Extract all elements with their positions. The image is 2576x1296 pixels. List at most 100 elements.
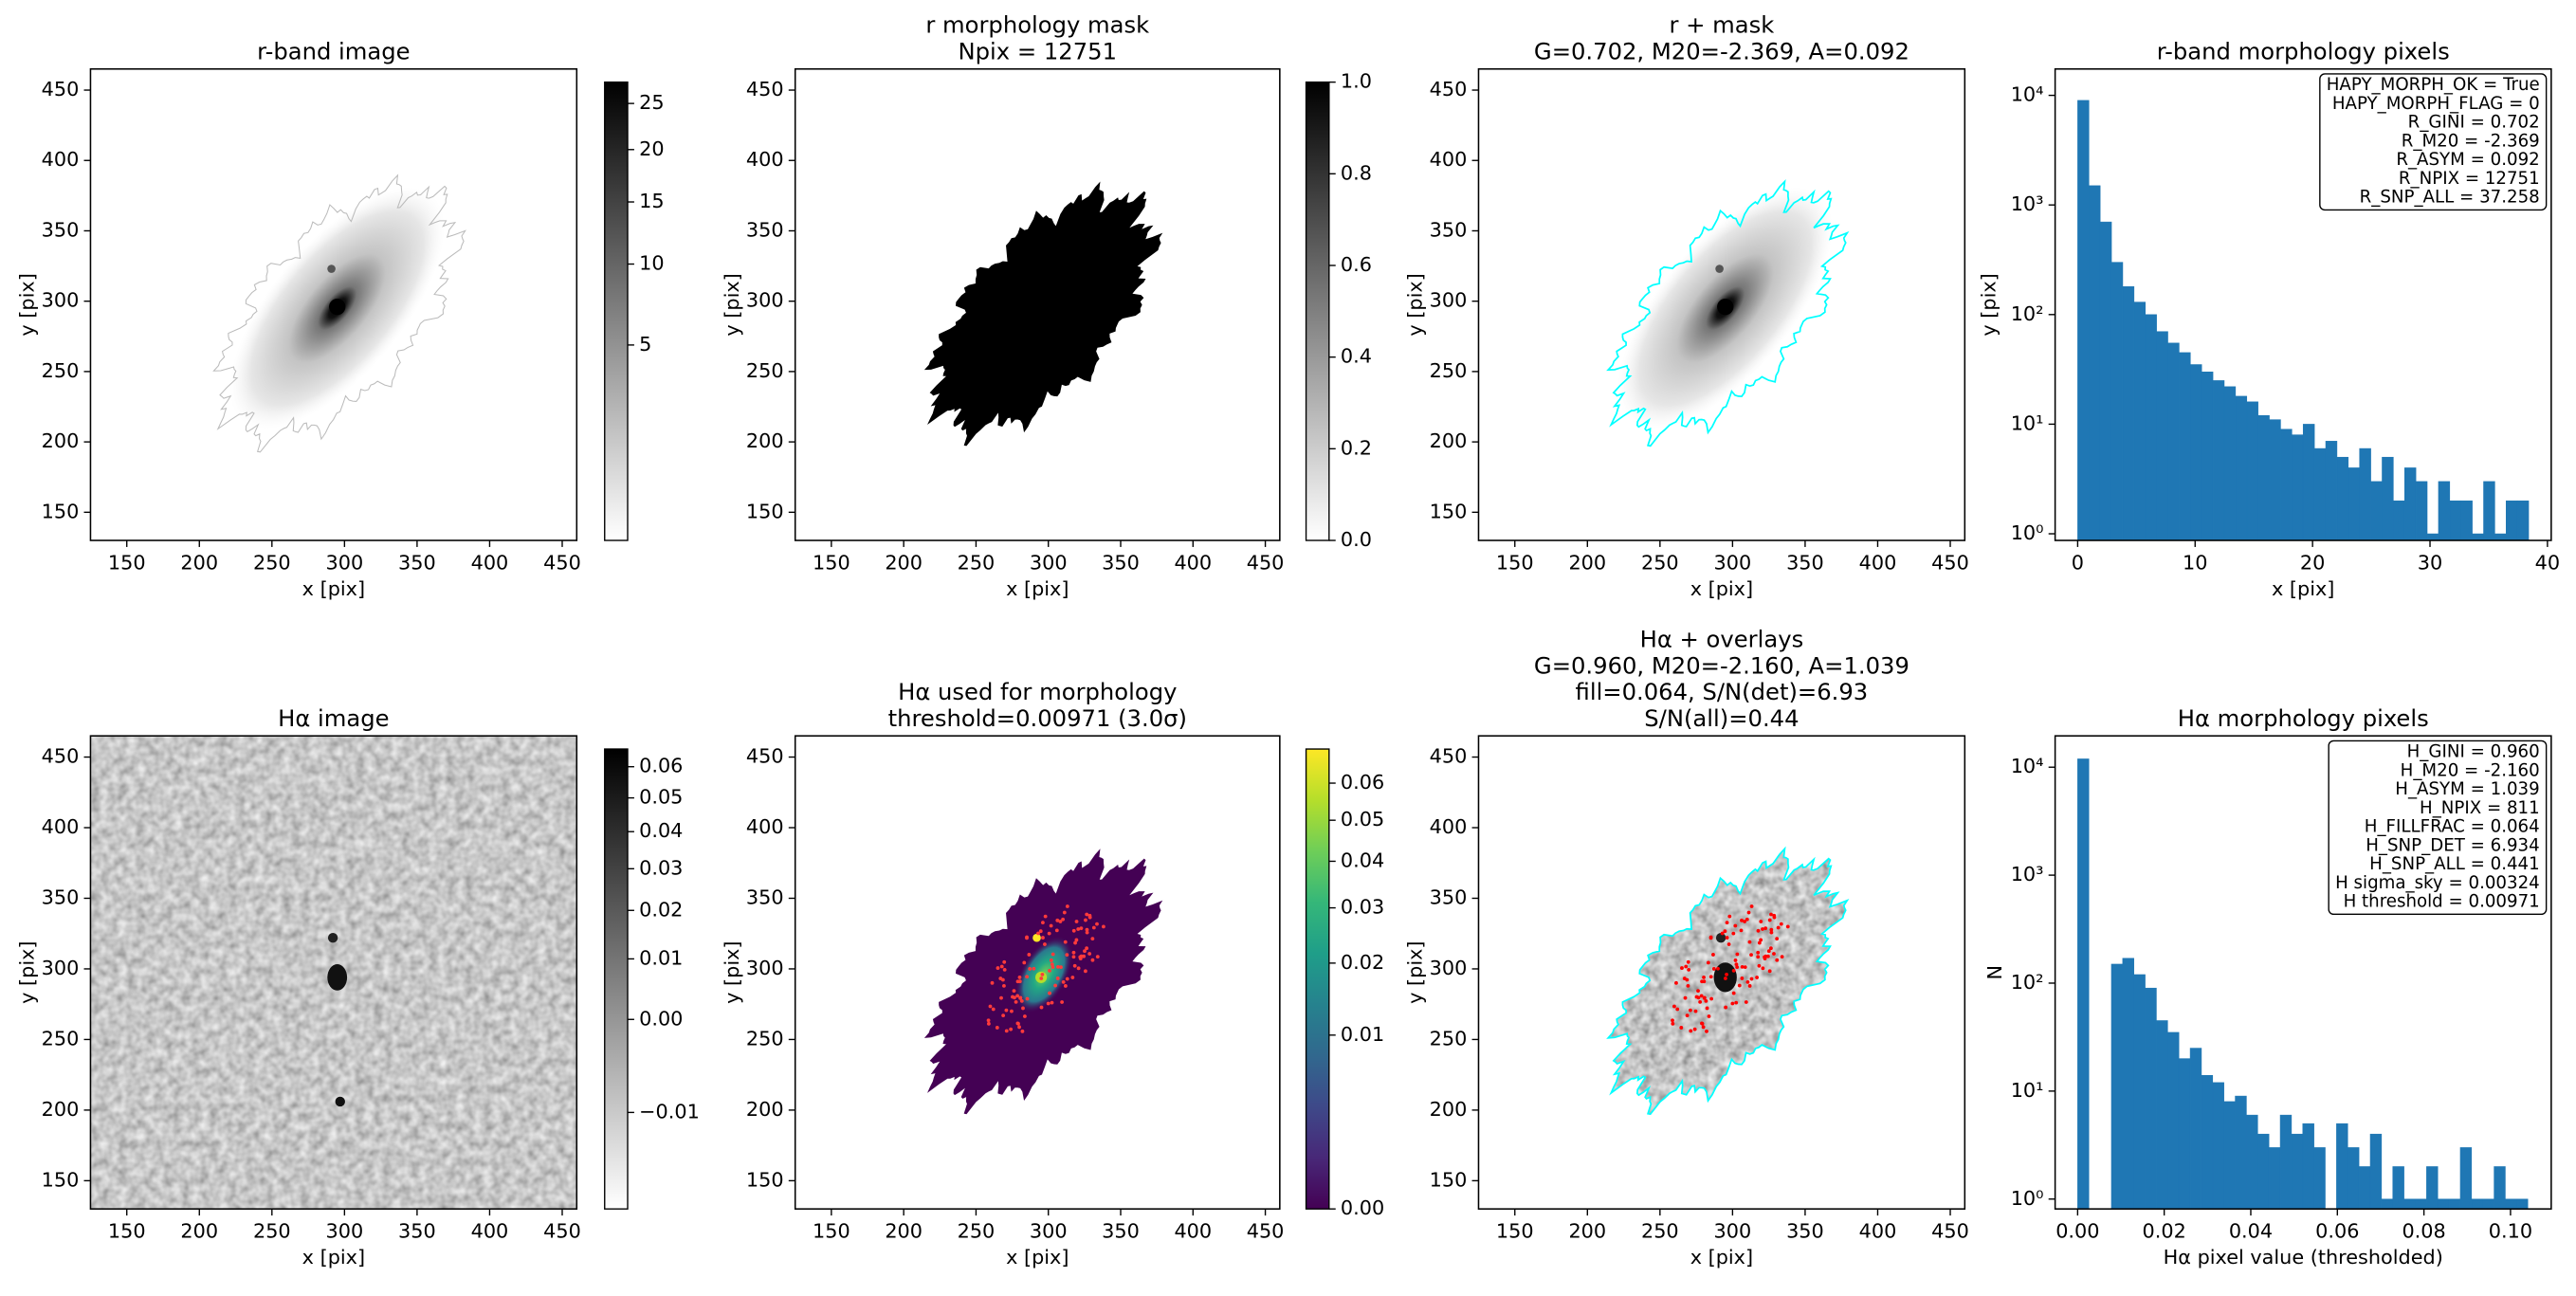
annotation-line: H threshold = 0.00971 xyxy=(2344,892,2540,912)
y-tick-label: 250 xyxy=(1430,1027,1468,1050)
detected-pixel xyxy=(1675,1007,1680,1012)
histogram-bar xyxy=(2269,419,2281,541)
y-tick-label: 150 xyxy=(1430,1168,1468,1191)
histogram-bar xyxy=(2223,386,2237,541)
detected-pixel xyxy=(1759,920,1763,923)
histogram-bar xyxy=(2494,1166,2506,1210)
detected-pixel xyxy=(1766,949,1771,954)
detected-pixel xyxy=(1731,991,1736,995)
histogram-bar xyxy=(2201,371,2214,541)
detected-pixel xyxy=(1723,977,1727,980)
detected-pixel xyxy=(1023,1014,1027,1018)
detected-pixel xyxy=(1727,914,1732,919)
histogram-bar xyxy=(2122,286,2135,541)
colorbar-tick-label: 0.02 xyxy=(1341,951,1384,974)
detected-pixel xyxy=(1063,984,1068,988)
histogram-bar xyxy=(2426,533,2439,541)
panel-title: r + mask xyxy=(1669,11,1774,39)
histogram-bar xyxy=(2268,1147,2281,1210)
x-tick-label: 450 xyxy=(1931,1219,1969,1242)
x-tick-label: 10 xyxy=(2183,551,2207,574)
detected-pixel xyxy=(1706,960,1710,965)
detected-pixel xyxy=(1049,958,1053,962)
halpha-spot xyxy=(1715,932,1726,943)
detected-pixel xyxy=(1019,998,1024,1003)
detected-pixel xyxy=(1079,926,1084,931)
detected-pixel xyxy=(1698,999,1703,1004)
histogram-bar xyxy=(2403,467,2417,541)
detected-pixel xyxy=(1702,979,1707,984)
histogram-bar xyxy=(2359,447,2371,541)
colorbar-tick-label: 0.8 xyxy=(1341,161,1372,184)
colorbar xyxy=(1305,748,1330,1210)
detected-pixel xyxy=(1065,977,1069,981)
x-tick-label: 250 xyxy=(1641,1219,1679,1242)
panel-title: Hα morphology pixels xyxy=(2178,704,2429,732)
y-tick-label: 350 xyxy=(42,218,80,241)
histogram-bar xyxy=(2415,481,2428,541)
histogram-bar xyxy=(2133,974,2146,1210)
detected-pixel xyxy=(1737,983,1742,988)
detected-pixel xyxy=(1090,937,1095,941)
histogram-bar xyxy=(2348,467,2360,541)
annotation-line: H_SNP_DET = 6.934 xyxy=(2366,835,2539,855)
y-tick-label: 150 xyxy=(42,1168,80,1191)
y-axis-label: N xyxy=(1983,965,2006,980)
colorbar-tick-label: 0.05 xyxy=(639,786,683,809)
detected-pixel xyxy=(1757,940,1762,945)
image xyxy=(1606,846,1850,1116)
detected-pixel xyxy=(1701,1025,1706,1030)
x-tick-label: 400 xyxy=(1859,551,1897,574)
detected-pixel xyxy=(1726,942,1731,946)
panel-title: threshold=0.00971 (3.0σ) xyxy=(888,704,1187,732)
detected-pixel xyxy=(1014,999,1018,1004)
y-tick-label: 350 xyxy=(1430,218,1468,241)
detected-pixel xyxy=(1002,983,1006,988)
detected-pixel xyxy=(1702,976,1706,979)
detected-pixel xyxy=(1725,936,1729,940)
y-tick-label: 300 xyxy=(746,289,784,312)
detected-pixel xyxy=(1021,1006,1025,1011)
x-tick-label: 250 xyxy=(958,551,996,574)
detected-pixel xyxy=(999,995,1003,1000)
y-tick-label: 10⁴ xyxy=(2011,755,2044,777)
x-tick-label: 350 xyxy=(1102,551,1140,574)
histogram-bar xyxy=(2370,481,2383,541)
detected-pixel xyxy=(1085,946,1089,951)
colorbar-tick-label: 0.2 xyxy=(1341,436,1372,459)
image xyxy=(923,849,1163,1115)
contour xyxy=(1606,846,1850,1116)
colorbar xyxy=(1305,81,1330,541)
x-tick-label: 300 xyxy=(1714,551,1752,574)
histogram-bar xyxy=(2179,352,2191,541)
detected-pixel xyxy=(1043,914,1048,919)
y-tick-label: 400 xyxy=(42,815,80,838)
histogram-bar xyxy=(2122,958,2134,1210)
detected-pixel xyxy=(1693,1009,1698,1013)
colorbar-tick-label: 0.02 xyxy=(639,898,683,921)
detected-pixel xyxy=(1708,975,1713,979)
detected-pixel xyxy=(1002,959,1007,964)
detected-pixel xyxy=(1091,925,1096,930)
y-tick-label: 150 xyxy=(746,500,784,522)
detected-pixel xyxy=(1747,984,1752,988)
histogram-bar xyxy=(2415,1198,2427,1210)
panel-title: Hα + overlays xyxy=(1640,626,1804,653)
y-tick-label: 350 xyxy=(746,218,784,241)
histogram-bar xyxy=(2426,1166,2439,1210)
histogram-bar xyxy=(2077,758,2090,1210)
y-tick-label: 400 xyxy=(746,148,784,171)
x-tick-label: 300 xyxy=(326,1219,364,1242)
annotation-line: R_NPIX = 12751 xyxy=(2399,169,2540,189)
colorbar-tick-label: 0.06 xyxy=(639,755,683,777)
detected-pixel xyxy=(1689,1029,1693,1033)
detected-pixel xyxy=(1689,1008,1692,1013)
x-tick-label: 200 xyxy=(180,551,218,574)
detected-pixel xyxy=(1724,1005,1728,1010)
histogram-bar xyxy=(2403,1198,2416,1210)
x-tick-label: 250 xyxy=(958,1219,996,1242)
colorbar-tick-label: 0.05 xyxy=(1341,808,1384,831)
histogram-bar xyxy=(2257,1133,2270,1210)
detected-pixel xyxy=(1087,952,1092,956)
colorbar-tick-label: 0.00 xyxy=(639,1007,683,1030)
